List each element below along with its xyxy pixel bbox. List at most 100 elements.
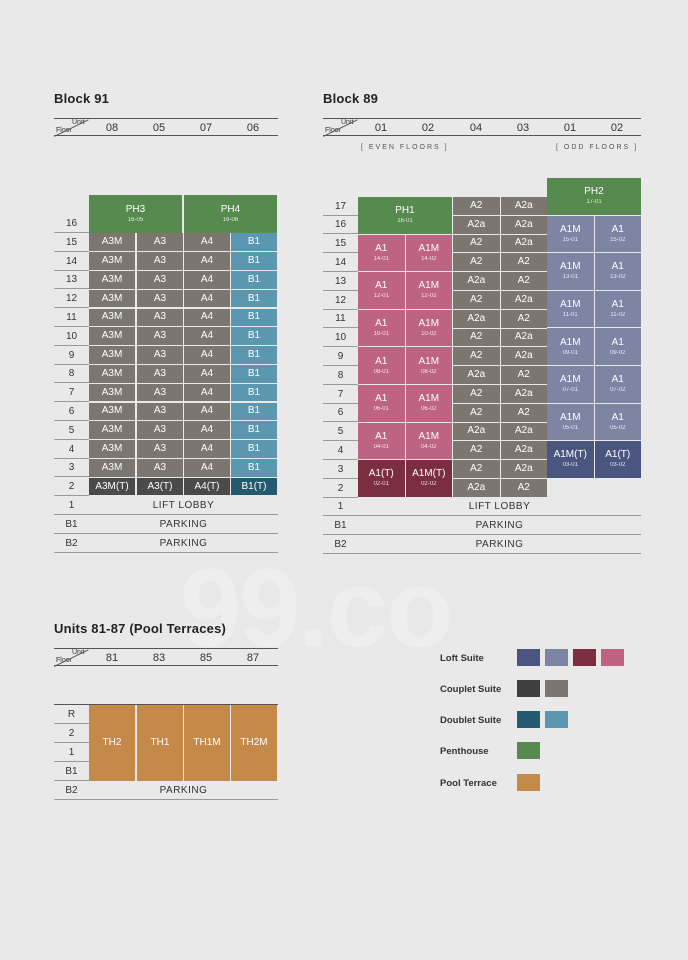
legend-swatch bbox=[517, 680, 540, 697]
block91-floor-row bbox=[54, 214, 89, 233]
block89-couplet-03-label: A2 bbox=[517, 481, 530, 493]
block89-floor-label: 5 bbox=[337, 426, 344, 438]
block89-couplet-04: A2 bbox=[453, 234, 500, 253]
block89-couplet-04: A2 bbox=[453, 347, 500, 366]
block89-couplet-04: A2 bbox=[453, 253, 500, 272]
block91-floor-label: 6 bbox=[68, 406, 75, 417]
block89-couplet-03-label: A2a bbox=[514, 199, 533, 211]
block89-loft-odd-a-label: A1M bbox=[559, 374, 581, 386]
block91-unit-cell: A3 bbox=[137, 308, 183, 327]
block91-unit-cell: A3 bbox=[137, 364, 183, 383]
block89-loft-odd-b-unit: 11-02 bbox=[610, 312, 626, 319]
block89-loft-odd-a-unit: 09-01 bbox=[562, 349, 578, 356]
block89-loft-even-a-label: A1 bbox=[375, 393, 388, 405]
block91-unit-cell-label: A3 bbox=[153, 442, 167, 454]
block91-floor-row bbox=[54, 383, 89, 403]
block89-floor-row bbox=[323, 347, 358, 366]
pool-col-header: 87 bbox=[246, 652, 260, 664]
block89-loft-even-a-unit: 10-01 bbox=[373, 331, 389, 338]
pool-col-header: 85 bbox=[199, 652, 213, 664]
pool-floor-label: B1 bbox=[65, 766, 78, 777]
block89-floor-label: 17 bbox=[334, 200, 347, 212]
block91-unit-cell: A4 bbox=[184, 327, 230, 346]
block89-loft-even-b-unit: 04-02 bbox=[421, 443, 437, 450]
block91-unit-cell: A4 bbox=[184, 308, 230, 327]
block91-unit-cell-label: A3M bbox=[101, 367, 123, 379]
legend-label: Pool Terrace bbox=[440, 778, 497, 789]
pool-col-header: 81 bbox=[105, 652, 119, 664]
block91-unit-cell-label: A3M bbox=[101, 236, 123, 248]
block91-unit-cell: A3M bbox=[89, 289, 135, 308]
block91-unit-cell-label: A3 bbox=[153, 367, 167, 379]
block89-couplet-03-label: A2a bbox=[514, 350, 533, 362]
block91-title: Block 91 bbox=[54, 91, 110, 106]
block89-bottom-row bbox=[323, 535, 641, 555]
block89-loft-odd-a-label: A1M bbox=[559, 411, 581, 423]
block89-bottom-text: LIFT LOBBY bbox=[468, 501, 531, 513]
block91-floor-row bbox=[54, 421, 89, 440]
block91-unit-cell-label: A4 bbox=[200, 442, 214, 454]
block89-couplet-03-label: A2 bbox=[517, 369, 530, 381]
block89-floor-row bbox=[323, 479, 358, 498]
block91-unit-cell-label: A3M bbox=[101, 330, 123, 342]
block89-floor-row bbox=[323, 385, 358, 404]
block89-loft-even-a-label: A1 bbox=[375, 242, 388, 254]
block89-loft-even-b: A1M(T) 02-02 bbox=[405, 460, 452, 497]
block91-unit-cell-label: A3 bbox=[153, 254, 167, 266]
block89-loft-even-b-unit: 02-02 bbox=[421, 481, 437, 488]
block91-col-header: 07 bbox=[199, 122, 213, 134]
pool-unit-cell-label: TH2M bbox=[240, 736, 268, 748]
pool-title: Units 81-87 (Pool Terraces) bbox=[54, 621, 227, 636]
block89-loft-odd-a: A1M 11-01 bbox=[547, 290, 594, 328]
block89-couplet-04-label: A2 bbox=[470, 350, 483, 362]
block89-loft-even-b-unit: 06-02 bbox=[421, 406, 437, 413]
pool-unit-cell: TH2 bbox=[89, 705, 135, 781]
block89-couplet-03-label: A2a bbox=[514, 293, 533, 305]
block89-loft-even-a-label: A1 bbox=[375, 430, 388, 442]
block91-unit-cell: A4 bbox=[184, 270, 230, 289]
block91-floor-label: 16 bbox=[65, 218, 78, 229]
block91-floor-label: 12 bbox=[65, 293, 78, 305]
block91-unit-label: Unit bbox=[72, 119, 85, 126]
block89-loft-even-b-label: A1M bbox=[418, 242, 440, 254]
block89-loft-odd-a-unit: 13-01 bbox=[562, 274, 578, 281]
block89-penthouse-ph2: PH2 17-01 bbox=[547, 177, 641, 215]
block91-unit-cell-label: B1 bbox=[247, 367, 261, 379]
block91-unit-cell: A3M bbox=[89, 364, 135, 383]
block91-unit-cell: A3M bbox=[89, 270, 135, 289]
block89-couplet-03: A2 bbox=[500, 253, 547, 272]
block89-loft-odd-a-label: A1M bbox=[559, 299, 581, 311]
block91-floor-row bbox=[54, 346, 89, 365]
block91-penthouse-unit: 16-06 bbox=[222, 216, 239, 223]
block89-loft-odd-b-label: A1(T) bbox=[605, 449, 631, 461]
block91-unit-cell: B1 bbox=[231, 421, 277, 440]
pool-unit-cell: TH1M bbox=[184, 705, 230, 781]
block89-couplet-04: A2 bbox=[453, 403, 500, 422]
block91-unit-cell-label: A4(T) bbox=[194, 480, 220, 492]
pool-floor-row bbox=[54, 762, 89, 781]
block91-unit-cell-label: A3M bbox=[101, 311, 123, 323]
block89-loft-odd-b-unit: 07-02 bbox=[610, 387, 626, 394]
block89-couplet-03-label: A2a bbox=[514, 387, 533, 399]
block89-couplet-03-label: A2a bbox=[514, 331, 533, 343]
block91-unit-cell: A3M bbox=[89, 458, 135, 477]
block91-unit-cell-label: B1 bbox=[247, 236, 261, 248]
block89-couplet-03: A2a bbox=[500, 234, 547, 253]
legend-label: Loft Suite bbox=[440, 653, 484, 664]
block89-floor-row bbox=[323, 272, 358, 291]
block91-header bbox=[54, 118, 278, 136]
pool-bottom-text: PARKING bbox=[159, 785, 208, 796]
block91-unit-cell: B1 bbox=[231, 252, 277, 270]
block89-floor-row bbox=[323, 291, 358, 310]
block91-unit-cell-label: A4 bbox=[200, 292, 214, 304]
block91-unit-cell-label: A3 bbox=[153, 236, 167, 248]
legend-swatch bbox=[517, 742, 540, 759]
block89-loft-odd-a-unit: 03-01 bbox=[562, 462, 578, 469]
block91-unit-cell: A3 bbox=[137, 252, 183, 270]
block91-bottom-floor: B1 bbox=[65, 519, 78, 530]
pool-floor-row bbox=[54, 705, 89, 724]
block89-loft-odd-a-unit: 15-01 bbox=[562, 236, 578, 243]
pool-unit-cell-label: TH1M bbox=[193, 736, 221, 748]
block89-couplet-04-label: A2 bbox=[470, 387, 483, 399]
block89-couplet-04-label: A2 bbox=[470, 293, 483, 305]
